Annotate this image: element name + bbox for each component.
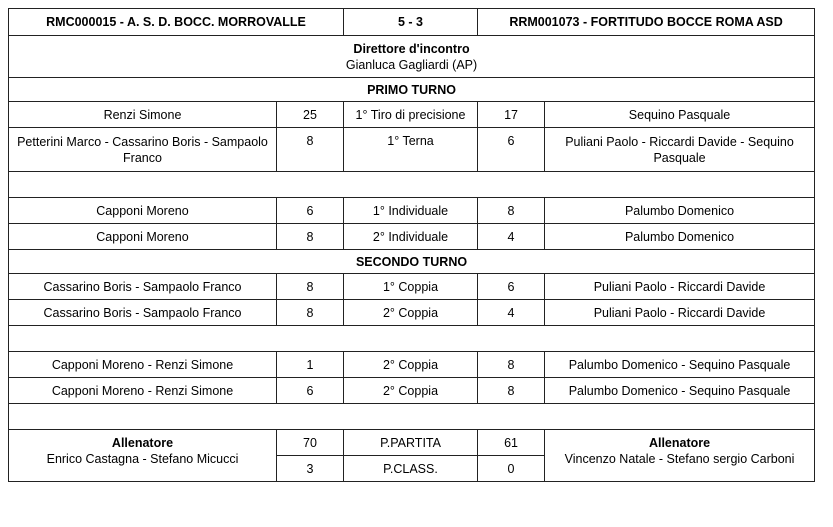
away-coach-cell: Allenatore Vincenzo Natale - Stefano ser… xyxy=(544,429,816,482)
home-score: 8 xyxy=(275,299,345,326)
footer-row-partita: Allenatore Enrico Castagna - Stefano Mic… xyxy=(8,429,816,482)
home-coach-cell: Allenatore Enrico Castagna - Stefano Mic… xyxy=(8,429,277,482)
away-player: Puliani Paolo - Riccardi Davide xyxy=(544,299,816,326)
away-score: 17 xyxy=(477,101,546,128)
secondo-turno-title: SECONDO TURNO xyxy=(7,249,816,274)
away-score: 6 xyxy=(477,127,546,172)
game-row: Capponi Moreno 8 2° Individuale 4 Palumbo Do… xyxy=(8,223,816,250)
game-type: 1° Coppia xyxy=(343,273,479,300)
game-type: 2° Coppia xyxy=(343,377,479,404)
game-row: Renzi Simone 25 1° Tiro di precisione 17 Seq… xyxy=(8,101,816,128)
home-coach-label: Allenatore xyxy=(111,436,174,450)
game-type: 2° Coppia xyxy=(343,351,479,378)
game-type: 1° Terna xyxy=(343,127,479,172)
primo-turno-rows: Renzi Simone 25 1° Tiro di precisione 17 Seq… xyxy=(7,101,816,250)
game-type: 1° Tiro di precisione xyxy=(343,101,479,128)
home-player: Petterini Marco - Cassarino Boris - Samp… xyxy=(8,127,277,172)
primo-turno-title: PRIMO TURNO xyxy=(7,77,816,102)
away-score: 4 xyxy=(477,299,546,326)
game-row: Capponi Moreno - Renzi Simone 6 2° Coppia 8… xyxy=(8,377,816,404)
home-player: Capponi Moreno - Renzi Simone xyxy=(8,377,277,404)
match-report-table: RMC000015 - A. S. D. BOCC. MORROVALLE 5 … xyxy=(7,8,816,482)
home-player: Capponi Moreno - Renzi Simone xyxy=(8,351,277,378)
home-score: 1 xyxy=(275,351,345,378)
game-row: Cassarino Boris - Sampaolo Franco 8 2° Cop… xyxy=(8,299,816,326)
home-score: 6 xyxy=(275,377,345,404)
match-score: 5 - 3 xyxy=(343,8,479,36)
away-player: Palumbo Domenico xyxy=(544,197,816,224)
home-score: 8 xyxy=(275,127,345,172)
secondo-turno-rows: Cassarino Boris - Sampaolo Franco 8 1° Cop… xyxy=(7,273,816,430)
home-player: Capponi Moreno xyxy=(8,197,277,224)
empty-row xyxy=(7,403,816,430)
home-coaches: Enrico Castagna - Stefano Micucci xyxy=(46,452,239,466)
away-player: Puliani Paolo - Riccardi Davide xyxy=(544,273,816,300)
header-row: RMC000015 - A. S. D. BOCC. MORROVALLE 5 … xyxy=(7,8,816,36)
director-name: Gianluca Gagliardi (AP) xyxy=(345,57,478,72)
director-label: Direttore d'incontro xyxy=(353,41,470,56)
game-type: 1° Individuale xyxy=(343,197,479,224)
game-row: Petterini Marco - Cassarino Boris - Samp… xyxy=(8,127,816,172)
p-class-label: P.CLASS. xyxy=(343,455,479,482)
away-score: 6 xyxy=(477,273,546,300)
home-player: Capponi Moreno xyxy=(8,223,277,250)
game-type: 2° Individuale xyxy=(343,223,479,250)
home-score: 6 xyxy=(275,197,345,224)
away-score: 8 xyxy=(477,351,546,378)
home-team: RMC000015 - A. S. D. BOCC. MORROVALLE xyxy=(7,8,345,36)
away-player: Palumbo Domenico - Sequino Pasquale xyxy=(544,377,816,404)
away-coach-label: Allenatore xyxy=(648,436,711,450)
away-score: 8 xyxy=(477,377,546,404)
away-coaches: Vincenzo Natale - Stefano sergio Carboni xyxy=(564,452,795,466)
p-class-away: 0 xyxy=(477,455,546,482)
section-header: SECONDO TURNO xyxy=(7,249,816,274)
p-partita-away: 61 xyxy=(477,429,546,456)
empty-cell xyxy=(7,403,816,430)
away-player: Puliani Paolo - Riccardi Davide - Sequin… xyxy=(544,127,816,172)
home-player: Cassarino Boris - Sampaolo Franco xyxy=(8,299,277,326)
home-score: 25 xyxy=(275,101,345,128)
section-header: PRIMO TURNO xyxy=(7,77,816,102)
p-partita-label: P.PARTITA xyxy=(343,429,479,456)
game-row: Capponi Moreno - Renzi Simone 1 2° Coppia 8… xyxy=(8,351,816,378)
away-score: 4 xyxy=(477,223,546,250)
game-type: 2° Coppia xyxy=(343,299,479,326)
director-cell: Direttore d'incontro Gianluca Gagliardi … xyxy=(7,35,816,78)
empty-row xyxy=(7,171,816,198)
footer-row-class: 3 P.CLASS. 0 xyxy=(9,455,815,482)
p-partita-home: 70 xyxy=(275,429,345,456)
away-score: 8 xyxy=(477,197,546,224)
home-player: Cassarino Boris - Sampaolo Franco xyxy=(8,273,277,300)
director-row: Direttore d'incontro Gianluca Gagliardi … xyxy=(7,35,816,78)
away-player: Sequino Pasquale xyxy=(544,101,816,128)
away-player: Palumbo Domenico xyxy=(544,223,816,250)
game-row: Cassarino Boris - Sampaolo Franco 8 1° Cop… xyxy=(8,273,816,300)
home-player: Renzi Simone xyxy=(8,101,277,128)
away-player: Palumbo Domenico - Sequino Pasquale xyxy=(544,351,816,378)
home-score: 8 xyxy=(275,223,345,250)
empty-cell xyxy=(7,325,816,352)
game-row: Capponi Moreno 6 1° Individuale 8 Palumbo Do… xyxy=(8,197,816,224)
p-class-home: 3 xyxy=(275,455,345,482)
empty-cell xyxy=(7,171,816,198)
home-score: 8 xyxy=(275,273,345,300)
empty-row xyxy=(7,325,816,352)
away-team: RRM001073 - FORTITUDO BOCCE ROMA ASD xyxy=(477,8,816,36)
